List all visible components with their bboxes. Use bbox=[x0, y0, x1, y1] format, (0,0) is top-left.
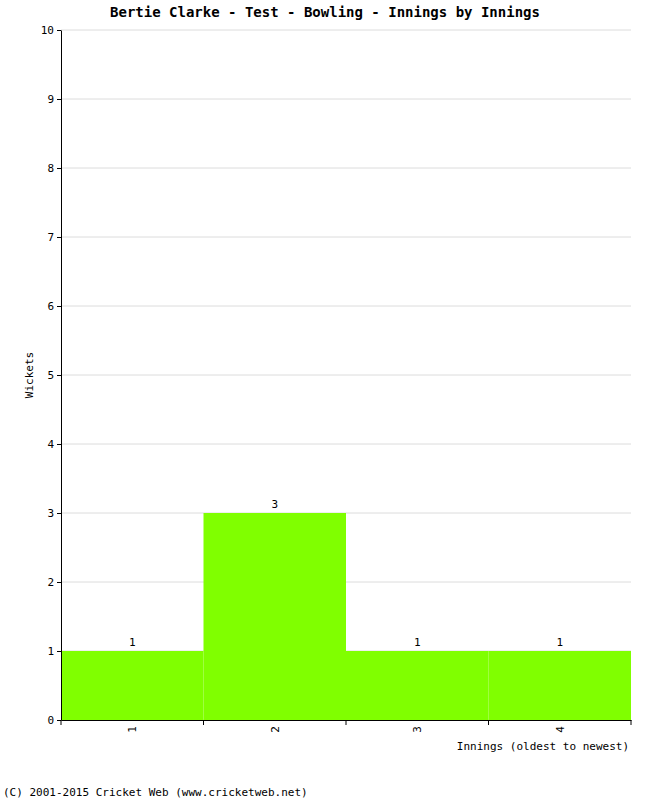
data-labels: 1 3 1 1 bbox=[129, 498, 563, 649]
x-boundary-ticks bbox=[61, 720, 631, 725]
data-label: 1 bbox=[129, 636, 136, 649]
title: Bertie Clarke - Test - Bowling - Innings… bbox=[110, 4, 540, 20]
x-tick: 2 bbox=[269, 720, 282, 733]
data-label: 3 bbox=[271, 498, 278, 511]
grid-line bbox=[61, 168, 631, 169]
x-tick: 1 bbox=[126, 720, 139, 733]
x-tick: 3 bbox=[411, 720, 424, 733]
y-tick-label: 8 bbox=[47, 162, 54, 175]
bar bbox=[61, 651, 204, 720]
y-tick-mark bbox=[57, 168, 61, 169]
y-tick: 4 bbox=[47, 438, 61, 451]
y-tick-label: 1 bbox=[47, 645, 54, 658]
x-boundary-tick bbox=[346, 720, 347, 725]
y-tick: 7 bbox=[47, 231, 61, 244]
y-tick-label: 2 bbox=[47, 576, 54, 589]
x-boundary-tick bbox=[631, 720, 632, 725]
data-label: 1 bbox=[556, 636, 563, 649]
y-tick-mark bbox=[57, 444, 61, 445]
y-tick-mark bbox=[57, 30, 61, 31]
y-tick: 9 bbox=[47, 93, 61, 106]
grid-line bbox=[61, 306, 631, 307]
y-tick-mark bbox=[57, 720, 61, 721]
x-boundary-tick bbox=[203, 720, 204, 725]
y-axis-line bbox=[61, 31, 62, 721]
y-tick-label: 10 bbox=[41, 24, 54, 37]
y-tick: 2 bbox=[47, 576, 61, 589]
y-tick-mark bbox=[57, 99, 61, 100]
bars bbox=[61, 513, 631, 720]
y-tick-label: 3 bbox=[47, 507, 54, 520]
y-tick-mark bbox=[57, 513, 61, 514]
y-tick-label: 7 bbox=[47, 231, 54, 244]
chart-svg: 13110123456789101234Bertie Clarke - Test… bbox=[0, 0, 650, 800]
grid-line bbox=[61, 99, 631, 100]
y-tick-mark bbox=[57, 375, 61, 376]
y-tick: 8 bbox=[47, 162, 61, 175]
y-tick: 10 bbox=[41, 24, 61, 37]
y-tick: 6 bbox=[47, 300, 61, 313]
grid-line bbox=[61, 375, 631, 376]
y-tick-mark bbox=[57, 582, 61, 583]
y-axis-label: Wickets bbox=[23, 352, 36, 398]
x-tick-label: 3 bbox=[411, 726, 424, 733]
y-tick-label: 0 bbox=[47, 714, 54, 727]
y-tick-label: 6 bbox=[47, 300, 54, 313]
y-tick: 0 bbox=[47, 714, 61, 727]
grid-line bbox=[61, 237, 631, 238]
y-tick: 1 bbox=[47, 645, 61, 658]
y-tick-mark bbox=[57, 651, 61, 652]
bar bbox=[204, 513, 347, 720]
grid-line bbox=[61, 444, 631, 445]
bar bbox=[346, 651, 489, 720]
bar bbox=[489, 651, 632, 720]
y-tick-mark bbox=[57, 306, 61, 307]
x-tick-label: 1 bbox=[126, 726, 139, 733]
x-axis-label: Innings (oldest to newest) bbox=[457, 740, 629, 753]
y-tick-mark bbox=[57, 237, 61, 238]
grid-line bbox=[61, 30, 631, 31]
y-tick: 5 bbox=[47, 369, 61, 382]
y-tick-label: 4 bbox=[47, 438, 54, 451]
x-tick-label: 2 bbox=[269, 726, 282, 733]
data-label: 1 bbox=[414, 636, 421, 649]
footer: (C) 2001-2015 Cricket Web (www.cricketwe… bbox=[3, 786, 308, 799]
y-axis: 0 1 2 3 4 5 6 7 8 9 10 bbox=[41, 24, 62, 727]
y-tick-label: 9 bbox=[47, 93, 54, 106]
x-tick-label: 4 bbox=[554, 726, 567, 733]
grid bbox=[61, 30, 631, 720]
x-axis: 1 2 3 4 bbox=[62, 720, 632, 733]
y-tick-label: 5 bbox=[47, 369, 54, 382]
x-tick: 4 bbox=[554, 720, 567, 733]
y-tick: 3 bbox=[47, 507, 61, 520]
x-boundary-tick bbox=[488, 720, 489, 725]
x-boundary-tick bbox=[61, 720, 62, 725]
